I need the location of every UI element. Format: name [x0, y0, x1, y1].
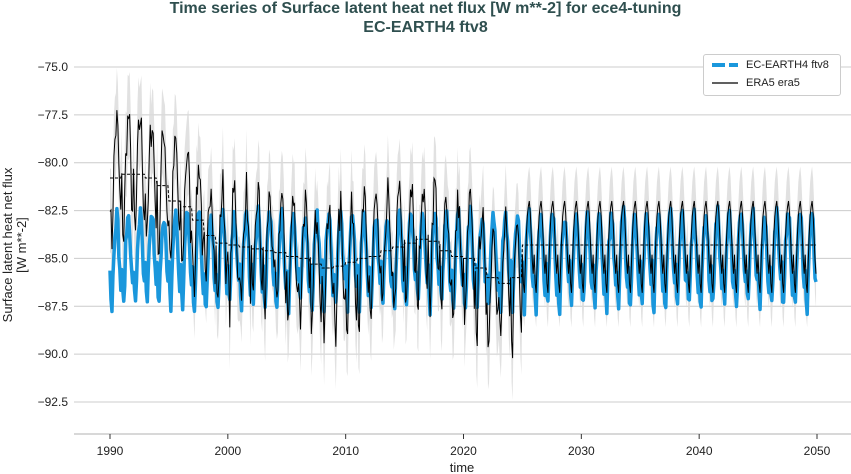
era5-line	[109, 110, 817, 359]
x-axis-label: time	[450, 460, 475, 474]
legend-entry-era5: ERA5 era5	[712, 77, 800, 89]
y-tick-label: −90.0	[38, 347, 69, 361]
x-tick-label: 1990	[97, 444, 124, 458]
legend-swatch-era5	[712, 82, 738, 84]
era5-spread-band	[110, 68, 817, 401]
chart-subtitle: EC-EARTH4 ftv8	[363, 19, 488, 36]
x-tick-label: 2010	[332, 444, 359, 458]
y-tick-label: −92.5	[38, 395, 69, 409]
x-tick-label: 2050	[804, 444, 831, 458]
legend-swatch-ec-earth	[712, 63, 738, 67]
y-tick-label: −87.5	[38, 299, 69, 313]
y-axis-label: [W m**-2]	[14, 217, 29, 273]
y-tick-label: −80.0	[38, 156, 69, 170]
era5-running-mean-line	[110, 173, 817, 284]
legend-label-era5: ERA5 era5	[746, 77, 800, 89]
legend-label-ec-earth: EC-EARTH4 ftv8	[746, 59, 829, 71]
y-tick-label: −82.5	[38, 204, 69, 218]
y-tick-label: −85.0	[38, 251, 69, 265]
chart-title: Time series of Surface latent heat net f…	[169, 0, 682, 17]
x-tick-label: 2030	[568, 444, 595, 458]
legend-entry-ec-earth: EC-EARTH4 ftv8	[712, 59, 829, 71]
x-tick-label: 2000	[214, 444, 241, 458]
legend: EC-EARTH4 ftv8 ERA5 era5	[703, 54, 841, 96]
y-tick-label: −75.0	[38, 60, 69, 74]
y-axis-label: Surface latent heat net flux	[0, 167, 15, 322]
x-tick-label: 2020	[450, 444, 477, 458]
y-tick-label: −77.5	[38, 108, 69, 122]
x-tick-label: 2040	[686, 444, 713, 458]
